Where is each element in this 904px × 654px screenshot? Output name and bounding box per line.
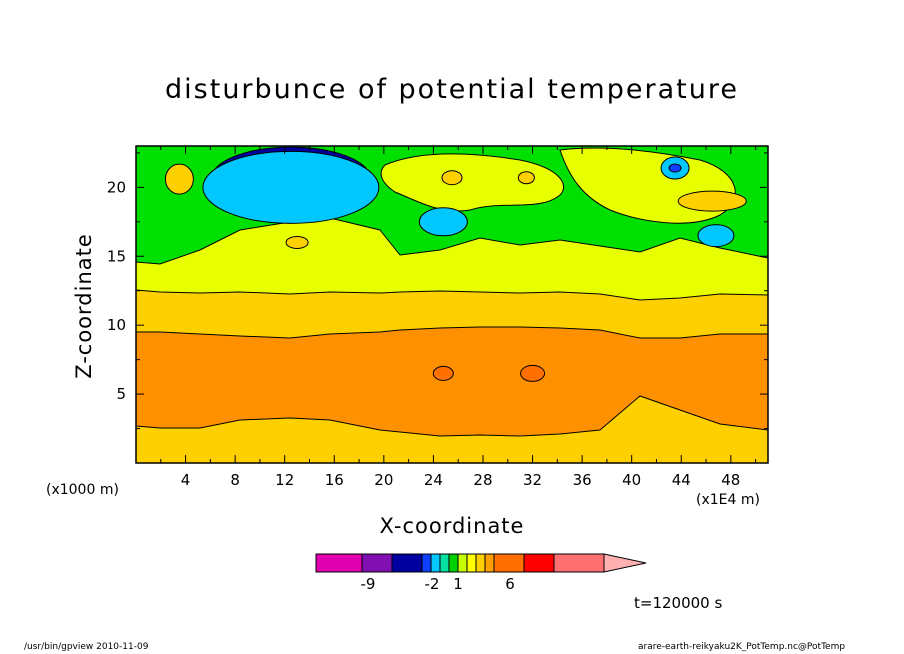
contour-line xyxy=(136,395,768,437)
colorbar-cell xyxy=(315,553,363,573)
colorbar-cell xyxy=(439,553,450,573)
contour-line xyxy=(136,326,768,339)
x-tick-label: 8 xyxy=(230,471,240,489)
feature-cold xyxy=(202,150,380,224)
colorbar-cell xyxy=(466,553,477,573)
y-tick-label: 5 xyxy=(116,385,126,403)
colorbar-cell xyxy=(553,553,605,573)
colorbar-cell xyxy=(493,553,525,573)
x-tick-label: 4 xyxy=(181,471,191,489)
feature-warm xyxy=(164,163,194,195)
colorbar-cell xyxy=(421,553,432,573)
y-tick-label: 20 xyxy=(107,178,126,196)
footer-left: /usr/bin/gpview 2010-11-09 xyxy=(24,642,149,652)
feature-warm xyxy=(677,190,747,212)
feature-warm xyxy=(517,171,535,185)
x-tick-label: 20 xyxy=(374,471,393,489)
colorbar-cell xyxy=(361,553,393,573)
feature-warm xyxy=(432,365,454,381)
contour-line xyxy=(136,217,768,265)
colorbar-cell xyxy=(523,553,555,573)
colorbar-cell xyxy=(484,553,495,573)
upper-intrusion xyxy=(380,153,565,212)
colorbar-cell xyxy=(391,553,423,573)
x-tick-label: 32 xyxy=(523,471,542,489)
x-tick-label: 16 xyxy=(325,471,344,489)
x-tick-label: 36 xyxy=(573,471,592,489)
colorbar-arrow xyxy=(603,553,647,573)
x-tick-label: 48 xyxy=(721,471,740,489)
footer-right: arare-earth-reikyaku2K_PotTemp.nc@PotTem… xyxy=(638,642,846,652)
band-bottom xyxy=(136,396,768,463)
colorbar-label: -2 xyxy=(425,575,440,593)
colorbar-label: -9 xyxy=(361,575,376,593)
colorbar-cell xyxy=(475,553,486,573)
feature-warm xyxy=(441,170,463,186)
band-middle xyxy=(136,290,768,338)
colorbar: -9 -2 1 6 xyxy=(315,553,647,593)
time-label: t=120000 s xyxy=(634,594,723,612)
colorbar-label: 6 xyxy=(505,575,515,593)
x-axis-label: X-coordinate xyxy=(379,514,525,538)
feature-cold xyxy=(418,207,468,237)
plot-area xyxy=(136,146,768,463)
x-unit-left: (x1000 m) xyxy=(46,482,119,498)
x-tick-label: 28 xyxy=(473,471,492,489)
contour-line xyxy=(136,289,768,301)
colorbar-cell xyxy=(430,553,441,573)
feature-cold xyxy=(668,163,682,173)
feature-warm xyxy=(520,364,546,382)
colorbar-label: 1 xyxy=(453,575,463,593)
x-tick-label: 44 xyxy=(672,471,691,489)
chart-title: disturbunce of potential temperature xyxy=(165,74,739,105)
feature-cold xyxy=(697,224,735,248)
colorbar-cell xyxy=(448,553,459,573)
x-unit-right: (x1E4 m) xyxy=(696,492,760,508)
x-tick-label: 12 xyxy=(275,471,294,489)
band-core xyxy=(136,327,768,436)
x-tick-label: 40 xyxy=(622,471,641,489)
feature-warm xyxy=(285,235,309,249)
y-ticks: 5 10 15 20 xyxy=(107,152,768,430)
y-tick-label: 15 xyxy=(107,247,126,265)
y-tick-label: 10 xyxy=(107,316,126,334)
plot-frame xyxy=(135,145,769,464)
x-tick-label: 24 xyxy=(424,471,443,489)
x-ticks: 4 8 12 16 20 24 28 32 36 40 44 48 xyxy=(160,146,757,489)
colorbar-cell xyxy=(457,553,468,573)
